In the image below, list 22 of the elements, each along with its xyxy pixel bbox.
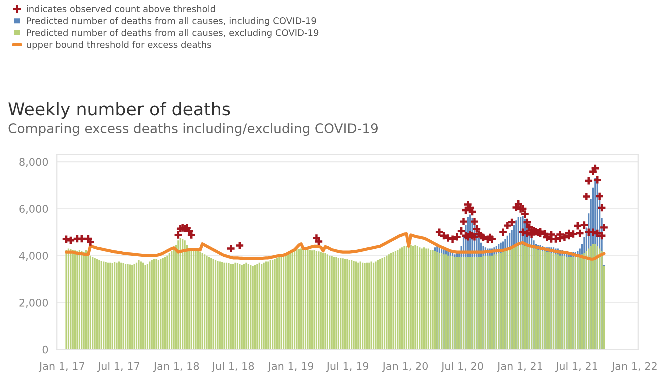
chart-title: Weekly number of deaths [8, 102, 230, 120]
legend-label: Predicted number of deaths from all causes, including COVID-19 [27, 17, 316, 26]
legend-label: indicates observed count above threshold [27, 6, 216, 12]
x-tick-label: Jul 1, 17 [97, 362, 140, 372]
y-tick-label: 6,000 [20, 205, 48, 214]
x-tick-label: Jul 1, 20 [441, 362, 484, 372]
y-tick-label: 4,000 [19, 252, 48, 261]
x-tick-label: Jul 1, 21 [556, 362, 598, 372]
y-tick-label: 8,000 [20, 158, 48, 168]
chart-subtitle: Comparing excess deaths including/excluding COVID-19 [8, 123, 378, 136]
x-tick-label: Jan 1, 21 [497, 362, 542, 372]
legend-label: Predicted number of deaths from all causes, excluding COVID-19 [27, 29, 319, 38]
x-tick-label: Jul 1, 18 [212, 362, 254, 372]
x-tick-label: Jul 1, 19 [326, 362, 369, 372]
x-tick-label: Jan 1, 22 [611, 362, 657, 372]
x-tick-label: Jan 1, 19 [268, 362, 314, 372]
x-tick-label: Jan 1, 20 [382, 362, 428, 372]
x-tick-label: Jan 1, 17 [38, 362, 84, 372]
y-tick-label: 0 [42, 346, 48, 354]
y-tick-label: 2,000 [20, 298, 48, 308]
x-tick-label: Jan 1, 18 [153, 362, 200, 372]
legend-label: upper bound threshold for excess deaths [27, 41, 212, 50]
